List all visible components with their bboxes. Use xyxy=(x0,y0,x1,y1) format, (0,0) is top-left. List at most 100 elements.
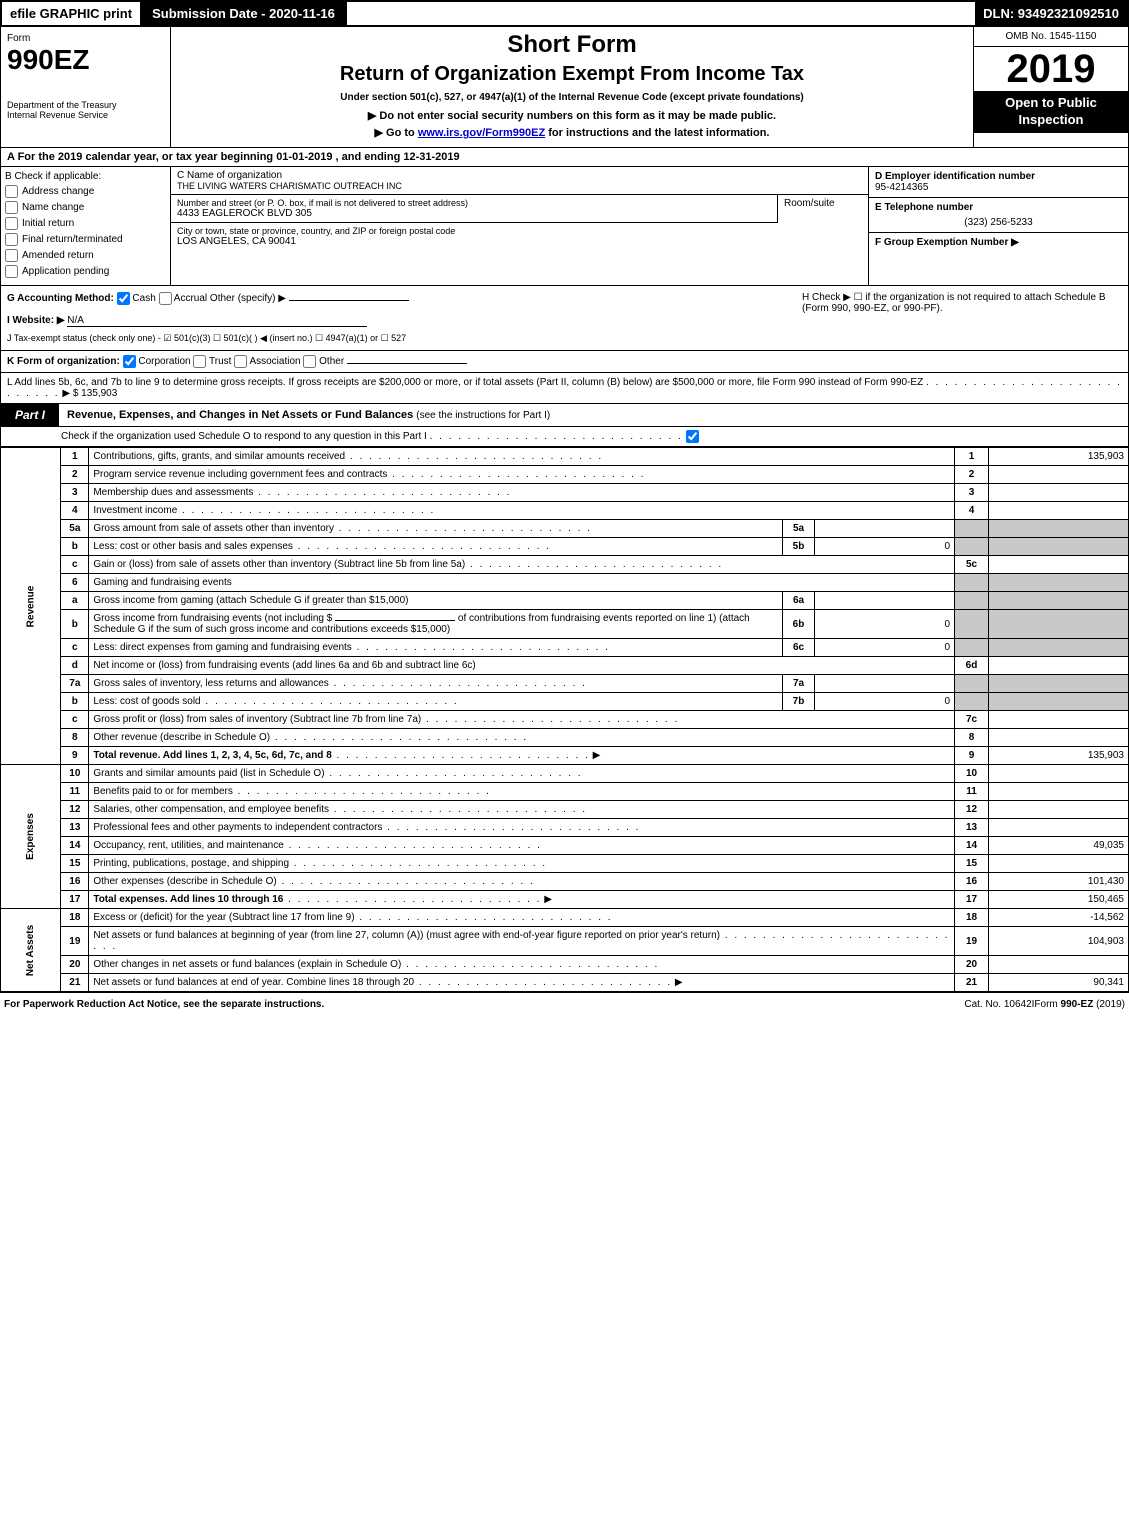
section-f: F Group Exemption Number ▶ xyxy=(869,233,1128,252)
short-form-title: Short Form xyxy=(181,31,963,59)
info-right: D Employer identification number 95-4214… xyxy=(868,167,1128,285)
line-6: 6Gaming and fundraising events xyxy=(1,574,1129,592)
info-grid: B Check if applicable: Address change Na… xyxy=(0,167,1129,286)
section-h: H Check ▶ ☐ if the organization is not r… xyxy=(802,292,1122,344)
cb-final-return[interactable]: Final return/terminated xyxy=(5,233,166,246)
line-7b: bLess: cost of goods sold7b0 xyxy=(1,693,1129,711)
cb-schedule-o[interactable] xyxy=(686,430,699,443)
lines-table: Revenue 1Contributions, gifts, grants, a… xyxy=(0,447,1129,992)
street-addr: Number and street (or P. O. box, if mail… xyxy=(171,195,778,223)
part1-header: Part I Revenue, Expenses, and Changes in… xyxy=(0,404,1129,427)
expenses-tab: Expenses xyxy=(25,813,36,860)
tax-year: 2019 xyxy=(974,47,1128,91)
h-sub: (Form 990, 990-EZ, or 990-PF). xyxy=(802,303,1122,314)
part1-label: Part I xyxy=(1,404,59,426)
goto-line: ▶ Go to www.irs.gov/Form990EZ for instru… xyxy=(181,126,963,139)
efile-label[interactable]: efile GRAPHIC print xyxy=(2,2,140,25)
goto-post: for instructions and the latest informat… xyxy=(545,127,769,139)
ssn-warning: ▶ Do not enter social security numbers o… xyxy=(181,109,963,122)
header-left: Form 990EZ Department of the Treasury In… xyxy=(1,27,171,147)
g-other: Other (specify) ▶ xyxy=(210,293,286,304)
line-4: 4Investment income4 xyxy=(1,502,1129,520)
l-amount: ▶ $ 135,903 xyxy=(62,388,117,399)
section-g: G Accounting Method: Cash Accrual Other … xyxy=(7,292,802,305)
line-5a: 5aGross amount from sale of assets other… xyxy=(1,520,1129,538)
part1-title: Revenue, Expenses, and Changes in Net As… xyxy=(59,405,558,425)
irs-label: Internal Revenue Service xyxy=(7,110,164,120)
return-title: Return of Organization Exempt From Incom… xyxy=(181,63,963,86)
line-10: Expenses 10Grants and similar amounts pa… xyxy=(1,765,1129,783)
revenue-tab: Revenue xyxy=(25,585,36,627)
line-21: 21Net assets or fund balances at end of … xyxy=(1,974,1129,992)
website-value: N/A xyxy=(67,315,84,326)
cb-cash[interactable] xyxy=(117,292,130,305)
section-b: B Check if applicable: Address change Na… xyxy=(1,167,171,285)
line-19: 19Net assets or fund balances at beginni… xyxy=(1,927,1129,956)
cb-initial-return[interactable]: Initial return xyxy=(5,217,166,230)
cb-app-pending[interactable]: Application pending xyxy=(5,265,166,278)
section-k: K Form of organization: Corporation Trus… xyxy=(0,351,1129,373)
room-suite: Room/suite xyxy=(778,195,868,223)
section-j: J Tax-exempt status (check only one) - ☑… xyxy=(7,333,802,344)
line-15: 15Printing, publications, postage, and s… xyxy=(1,855,1129,873)
h-label: H Check ▶ ☐ if the organization is not r… xyxy=(802,292,1122,303)
ein-value: 95-4214365 xyxy=(875,182,1122,193)
line-14: 14Occupancy, rent, utilities, and mainte… xyxy=(1,837,1129,855)
cb-corporation[interactable] xyxy=(123,355,136,368)
section-l: L Add lines 5b, 6c, and 7b to line 9 to … xyxy=(0,373,1129,404)
org-name-value: THE LIVING WATERS CHARISMATIC OUTREACH I… xyxy=(177,181,862,191)
header-right: OMB No. 1545-1150 2019 Open to Public In… xyxy=(973,27,1128,147)
l-text: L Add lines 5b, 6c, and 7b to line 9 to … xyxy=(7,377,923,388)
form-label: Form xyxy=(7,33,164,44)
line-3: 3Membership dues and assessments3 xyxy=(1,484,1129,502)
city-row: City or town, state or province, country… xyxy=(171,223,868,250)
cb-address-change[interactable]: Address change xyxy=(5,185,166,198)
line-11: 11Benefits paid to or for members11 xyxy=(1,783,1129,801)
g-label: G Accounting Method: xyxy=(7,293,114,304)
line-5b: bLess: cost or other basis and sales exp… xyxy=(1,538,1129,556)
line-5c: cGain or (loss) from sale of assets othe… xyxy=(1,556,1129,574)
header-center: Short Form Return of Organization Exempt… xyxy=(171,27,973,147)
city-label: City or town, state or province, country… xyxy=(177,226,862,236)
addr-value: 4433 EAGLEROCK BLVD 305 xyxy=(177,208,771,219)
line-9: 9Total revenue. Add lines 1, 2, 3, 4, 5c… xyxy=(1,747,1129,765)
phone-value: (323) 256-5233 xyxy=(875,217,1122,228)
cat-no: Cat. No. 10642I xyxy=(964,999,1034,1010)
cb-name-change[interactable]: Name change xyxy=(5,201,166,214)
goto-pre: ▶ Go to xyxy=(375,127,418,139)
omb-number: OMB No. 1545-1150 xyxy=(974,27,1128,47)
open-public: Open to Public Inspection xyxy=(974,91,1128,133)
cb-amended[interactable]: Amended return xyxy=(5,249,166,262)
line-2: 2Program service revenue including gover… xyxy=(1,466,1129,484)
header-subtitle: Under section 501(c), 527, or 4947(a)(1)… xyxy=(181,92,963,103)
form-header: Form 990EZ Department of the Treasury In… xyxy=(0,27,1129,148)
line-8: 8Other revenue (describe in Schedule O)8 xyxy=(1,729,1129,747)
netassets-tab: Net Assets xyxy=(25,924,36,975)
org-name-label: C Name of organization xyxy=(177,170,862,181)
topbar-inner: efile GRAPHIC print Submission Date - 20… xyxy=(2,2,975,25)
line-6a: aGross income from gaming (attach Schedu… xyxy=(1,592,1129,610)
line-7a: 7aGross sales of inventory, less returns… xyxy=(1,675,1129,693)
cb-other-org[interactable] xyxy=(303,355,316,368)
i-label: I Website: ▶ xyxy=(7,315,65,326)
line-16: 16Other expenses (describe in Schedule O… xyxy=(1,873,1129,891)
ein-label: D Employer identification number xyxy=(875,171,1122,182)
topbar: efile GRAPHIC print Submission Date - 20… xyxy=(0,0,1129,27)
section-e: E Telephone number (323) 256-5233 xyxy=(869,198,1128,233)
form-footer: Form 990-EZ (2019) xyxy=(1034,999,1125,1010)
paperwork-notice: For Paperwork Reduction Act Notice, see … xyxy=(4,999,964,1010)
addr-label: Number and street (or P. O. box, if mail… xyxy=(177,198,771,208)
cb-association[interactable] xyxy=(234,355,247,368)
cb-accrual[interactable] xyxy=(159,292,172,305)
part1-check-o: Check if the organization used Schedule … xyxy=(0,427,1129,447)
cb-trust[interactable] xyxy=(193,355,206,368)
dept-treasury: Department of the Treasury xyxy=(7,100,164,110)
line-12: 12Salaries, other compensation, and empl… xyxy=(1,801,1129,819)
line-7c: cGross profit or (loss) from sales of in… xyxy=(1,711,1129,729)
line-17: 17Total expenses. Add lines 10 through 1… xyxy=(1,891,1129,909)
city-value: LOS ANGELES, CA 90041 xyxy=(177,236,862,247)
form-number: 990EZ xyxy=(7,44,164,76)
section-d: D Employer identification number 95-4214… xyxy=(869,167,1128,198)
phone-label: E Telephone number xyxy=(875,202,1122,213)
irs-link[interactable]: www.irs.gov/Form990EZ xyxy=(418,127,545,139)
